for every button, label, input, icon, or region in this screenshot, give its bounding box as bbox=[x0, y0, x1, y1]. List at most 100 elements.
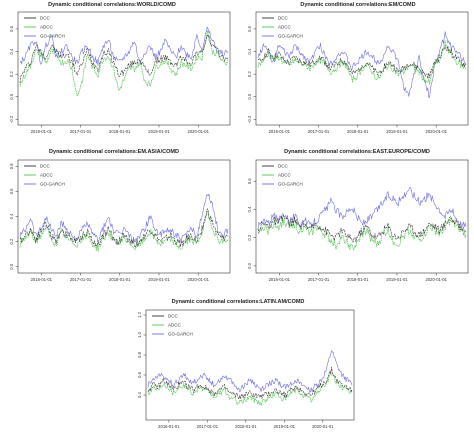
series-line-go-garch bbox=[19, 193, 229, 244]
y-tick-label: 0.0 bbox=[9, 263, 14, 269]
y-tick-label: 0.8 bbox=[9, 163, 14, 169]
legend-label: ADCC bbox=[168, 323, 182, 328]
x-tick-label: 2018-01-01 bbox=[109, 277, 131, 282]
x-tick-label: 2019-01-01 bbox=[386, 129, 408, 134]
plot-frame bbox=[255, 159, 469, 274]
y-tick-label: 0.4 bbox=[9, 48, 14, 54]
y-tick-label: 0.2 bbox=[247, 234, 252, 240]
x-tick-label: 2018-01-01 bbox=[235, 424, 257, 429]
x-tick-label: 2016-01-01 bbox=[31, 277, 53, 282]
y-tick-label: 0.4 bbox=[137, 391, 142, 397]
y-tick-label: 0.4 bbox=[247, 206, 252, 212]
y-tick-label: 1.0 bbox=[137, 331, 142, 337]
x-tick-label: 2020-01-01 bbox=[187, 277, 209, 282]
legend-label: ADCC bbox=[40, 173, 54, 178]
panel-latin-am-comd: Dynamic conditional correlations:LATIN.A… bbox=[137, 299, 355, 429]
x-tick-label: 2019-01-01 bbox=[148, 129, 170, 134]
legend-label: ADCC bbox=[278, 173, 292, 178]
plot-area: 0.4 0.6 0.8 1.0 1.2 2016-01-01 2017-01-01 2018-… bbox=[137, 309, 355, 429]
legend: DCC ADCC GO-GARCH bbox=[24, 164, 65, 187]
x-tick-label: 2016-01-01 bbox=[269, 129, 291, 134]
x-tick-label: 2016-01-01 bbox=[31, 129, 53, 134]
y-tick-label: 0.8 bbox=[137, 351, 142, 357]
panel-world-comd: Dynamic conditional correlations:WORLD/C… bbox=[9, 2, 231, 134]
x-tick-label: 2018-01-01 bbox=[347, 129, 369, 134]
x-tick-label: 2020-01-01 bbox=[187, 129, 209, 134]
x-tick-label: 2016-01-01 bbox=[269, 277, 291, 282]
plot-area: 0.0 0.2 0.4 0.6 0.8 2016-01-01 2017-01-01 2018-… bbox=[9, 159, 231, 282]
legend-label: GO-GARCH bbox=[168, 332, 193, 337]
series-line-adcc bbox=[257, 40, 467, 85]
y-tick-label: 0.4 bbox=[247, 48, 252, 54]
panel-title: Dynamic conditional correlations:WORLD/C… bbox=[48, 2, 176, 8]
series-line-adcc bbox=[19, 30, 229, 97]
y-tick-label: -0.2 bbox=[247, 115, 252, 123]
y-tick-label: 0.2 bbox=[9, 238, 14, 244]
x-tick-label: 2018-01-01 bbox=[109, 129, 131, 134]
panel-title: Dynamic conditional correlations:EM/COMD bbox=[300, 2, 415, 8]
y-tick-label: 0.2 bbox=[247, 71, 252, 77]
legend-label: GO-GARCH bbox=[278, 182, 303, 187]
x-tick-label: 2017-01-01 bbox=[70, 129, 92, 134]
x-tick-label: 2020-01-01 bbox=[312, 424, 334, 429]
y-tick-label: 0.4 bbox=[9, 213, 14, 219]
plot-area: -0.2 0.0 0.2 0.4 0.6 2016-01-01 2017-01-01 2018… bbox=[9, 11, 231, 134]
x-tick-label: 2016-01-01 bbox=[158, 424, 180, 429]
legend: DCC ADCC GO-GARCH bbox=[262, 164, 303, 187]
y-tick-label: 0.0 bbox=[247, 262, 252, 268]
legend-label: GO-GARCH bbox=[278, 34, 303, 39]
series-line-dcc bbox=[19, 208, 229, 248]
y-tick-label: 0.6 bbox=[137, 371, 142, 377]
series-line-adcc bbox=[257, 217, 467, 251]
series-line-dcc bbox=[19, 34, 229, 83]
x-tick-label: 2019-01-01 bbox=[386, 277, 408, 282]
y-tick-label: 1.2 bbox=[137, 311, 142, 317]
plot-frame bbox=[145, 309, 355, 421]
legend-label: ADCC bbox=[278, 25, 292, 30]
y-tick-label: 0.6 bbox=[247, 25, 252, 31]
x-tick-label: 2019-01-01 bbox=[148, 277, 170, 282]
y-tick-label: 0.6 bbox=[247, 178, 252, 184]
legend-label: GO-GARCH bbox=[40, 182, 65, 187]
x-tick-label: 2017-01-01 bbox=[308, 277, 330, 282]
panel-east-europe-comd: Dynamic conditional correlations:EAST.EU… bbox=[247, 149, 469, 282]
series-line-dcc bbox=[257, 215, 467, 243]
legend-label: DCC bbox=[40, 164, 50, 169]
x-tick-label: 2017-01-01 bbox=[197, 424, 219, 429]
plot-frame bbox=[255, 11, 469, 126]
legend-label: DCC bbox=[278, 164, 288, 169]
legend-label: DCC bbox=[168, 314, 178, 319]
plot-area: 0.0 0.2 0.4 0.6 2016-01-01 2017-01-01 2018-01-… bbox=[247, 159, 469, 282]
legend: DCC ADCC GO-GARCH bbox=[152, 314, 193, 337]
x-tick-label: 2017-01-01 bbox=[70, 277, 92, 282]
series-line-adcc bbox=[19, 210, 229, 252]
y-tick-label: 0.2 bbox=[9, 71, 14, 77]
plot-area: -0.2 0.0 0.2 0.4 0.6 2016-01-01 2017-01-01 2018… bbox=[247, 11, 469, 134]
x-tick-label: 2020-01-01 bbox=[425, 277, 447, 282]
legend: DCC ADCC GO-GARCH bbox=[262, 16, 303, 39]
x-tick-label: 2020-01-01 bbox=[425, 129, 447, 134]
y-tick-label: 0.6 bbox=[9, 188, 14, 194]
x-tick-label: 2019-01-01 bbox=[274, 424, 296, 429]
panel-title: Dynamic conditional correlations:LATIN.A… bbox=[172, 299, 305, 305]
x-tick-label: 2018-01-01 bbox=[347, 277, 369, 282]
series-line-go-garch bbox=[147, 350, 353, 393]
plot-frame bbox=[17, 11, 231, 126]
x-tick-label: 2017-01-01 bbox=[308, 129, 330, 134]
y-tick-label: 0.6 bbox=[9, 25, 14, 31]
panel-em-asia-comd: Dynamic conditional correlations:EM.ASIA… bbox=[9, 149, 231, 282]
panel-title: Dynamic conditional correlations:EM.ASIA… bbox=[49, 149, 179, 155]
series-line-dcc bbox=[257, 45, 467, 80]
legend-label: ADCC bbox=[40, 25, 54, 30]
series-line-adcc bbox=[147, 372, 353, 406]
y-tick-label: 0.0 bbox=[247, 93, 252, 99]
panel-em-comd: Dynamic conditional correlations:EM/COMD… bbox=[247, 2, 469, 134]
legend-label: DCC bbox=[278, 16, 288, 21]
y-tick-label: 0.0 bbox=[9, 93, 14, 99]
panel-title: Dynamic conditional correlations:EAST.EU… bbox=[284, 149, 430, 155]
series-line-dcc bbox=[147, 366, 353, 400]
series-line-go-garch bbox=[257, 31, 467, 99]
y-tick-label: -0.2 bbox=[9, 115, 14, 123]
series-line-go-garch bbox=[19, 26, 229, 66]
